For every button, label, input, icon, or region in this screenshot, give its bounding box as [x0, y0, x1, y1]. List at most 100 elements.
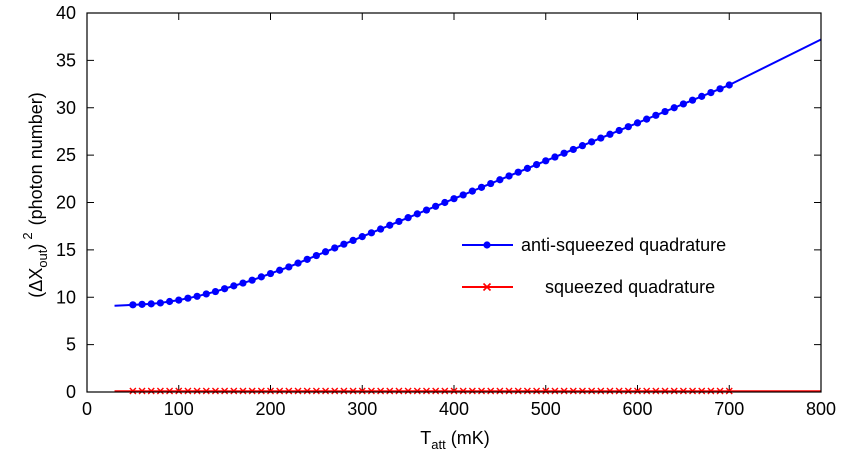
series-line-anti-squeezed: [114, 38, 822, 307]
y-axis-label-open: (ΔX: [26, 268, 46, 298]
data-point-squeezed: [597, 387, 605, 395]
data-point-squeezed: [670, 387, 678, 395]
data-point-anti-squeezed: [588, 138, 596, 146]
data-point-squeezed: [230, 387, 238, 395]
y-axis-label-close: ): [26, 244, 46, 250]
data-point-squeezed: [322, 387, 330, 395]
data-point-squeezed: [147, 387, 155, 395]
data-point-anti-squeezed: [202, 290, 210, 298]
y-tick-label: 10: [56, 287, 76, 307]
data-point-squeezed: [624, 387, 632, 395]
y-tick-label: 0: [66, 382, 76, 402]
data-point-squeezed: [606, 387, 614, 395]
x-axis-label-main: T: [420, 428, 431, 448]
data-point-squeezed: [533, 387, 541, 395]
data-point-anti-squeezed: [175, 296, 183, 304]
legend-item-anti-squeezed: anti-squeezed quadrature: [462, 235, 726, 255]
data-point-anti-squeezed: [358, 233, 366, 241]
data-point-squeezed: [221, 387, 229, 395]
data-point-anti-squeezed: [688, 96, 697, 104]
data-point-anti-squeezed: [285, 263, 293, 271]
data-point-squeezed: [634, 387, 641, 395]
x-axis-label-sub: att: [431, 437, 446, 452]
data-point-anti-squeezed: [542, 157, 550, 165]
data-point-squeezed: [129, 387, 137, 395]
data-point-squeezed: [725, 387, 733, 395]
data-point-anti-squeezed: [441, 198, 449, 207]
data-point-squeezed: [578, 387, 586, 395]
data-point-squeezed: [358, 387, 366, 395]
data-point-anti-squeezed: [523, 164, 532, 172]
data-point-squeezed: [166, 387, 174, 395]
axis-ticks: 0 100 200 300 400 500 600 700 800 0 5 10 15 20 25 30 35 4…: [56, 3, 836, 419]
x-axis-label: Tatt (mK): [420, 428, 489, 452]
data-point-squeezed: [679, 387, 687, 395]
data-point-anti-squeezed: [294, 259, 302, 267]
data-point-anti-squeezed: [652, 111, 660, 119]
data-point-anti-squeezed: [230, 282, 238, 290]
data-point-squeezed: [156, 387, 164, 395]
data-point-anti-squeezed: [239, 279, 247, 287]
data-point-squeezed: [496, 387, 504, 395]
x-tick-label: 0: [82, 399, 92, 419]
y-axis-label-sub: out: [35, 249, 50, 267]
data-point-anti-squeezed: [413, 210, 421, 218]
legend: anti-squeezed quadrature squeezed quadra…: [462, 235, 726, 297]
data-point-squeezed: [551, 387, 559, 395]
data-point-anti-squeezed: [129, 301, 137, 309]
data-point-anti-squeezed: [643, 115, 651, 123]
data-point-anti-squeezed: [606, 130, 614, 138]
data-point-anti-squeezed: [670, 104, 678, 112]
data-point-anti-squeezed: [367, 229, 376, 237]
data-point-squeezed: [523, 387, 531, 395]
data-point-anti-squeezed: [661, 107, 669, 116]
data-point-anti-squeezed: [514, 168, 522, 176]
data-point-squeezed: [588, 387, 596, 395]
y-axis-label: (ΔXout) 2 (photon number): [20, 92, 50, 297]
data-point-anti-squeezed: [147, 300, 155, 308]
x-tick-label: 300: [347, 399, 377, 419]
data-point-anti-squeezed: [276, 266, 284, 274]
data-point-anti-squeezed: [395, 217, 403, 226]
y-tick-label: 30: [56, 98, 76, 118]
data-point-anti-squeezed: [340, 240, 348, 248]
data-point-squeezed: [294, 387, 302, 395]
data-point-squeezed: [276, 387, 284, 395]
data-point-squeezed: [615, 387, 623, 395]
data-point-squeezed: [716, 387, 724, 395]
data-point-anti-squeezed: [569, 145, 577, 154]
data-point-squeezed: [367, 387, 375, 395]
data-point-squeezed: [661, 387, 669, 395]
data-point-anti-squeezed: [184, 294, 192, 302]
data-point-squeezed: [441, 387, 449, 395]
data-point-squeezed: [569, 387, 577, 395]
x-tick-label: 800: [806, 399, 836, 419]
data-point-squeezed: [643, 387, 651, 395]
data-point-squeezed: [248, 387, 256, 395]
data-point-squeezed: [202, 387, 210, 395]
data-point-squeezed: [542, 387, 550, 395]
y-tick-label: 25: [56, 145, 76, 165]
data-point-squeezed: [377, 387, 385, 395]
plot-area-frame: [86, 12, 822, 393]
data-point-anti-squeezed: [386, 221, 394, 229]
data-point-anti-squeezed: [487, 179, 495, 188]
data-point-anti-squeezed: [248, 276, 256, 284]
data-point-squeezed: [459, 387, 467, 395]
data-point-anti-squeezed: [221, 285, 229, 293]
data-point-anti-squeezed: [450, 195, 458, 203]
data-point-squeezed: [468, 387, 476, 395]
data-point-anti-squeezed: [725, 81, 733, 89]
data-point-anti-squeezed: [321, 248, 330, 256]
data-point-squeezed: [487, 387, 495, 395]
data-point-anti-squeezed: [377, 225, 385, 233]
legend-label-anti-squeezed: anti-squeezed quadrature: [521, 235, 726, 255]
data-point-anti-squeezed: [303, 255, 311, 263]
data-point-anti-squeezed: [633, 119, 642, 127]
data-point-anti-squeezed: [707, 88, 715, 97]
data-point-anti-squeezed: [560, 149, 568, 157]
data-point-anti-squeezed: [679, 100, 687, 108]
data-point-squeezed: [432, 387, 440, 395]
data-point-squeezed: [413, 387, 421, 395]
data-point-anti-squeezed: [422, 206, 431, 214]
